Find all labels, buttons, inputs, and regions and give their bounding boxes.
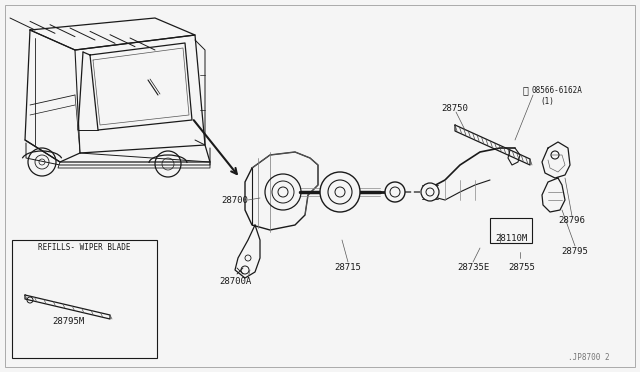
Bar [490,218,532,243]
Text: 28795M: 28795M [52,317,84,327]
Text: 28110M: 28110M [495,234,527,243]
Text: 28750: 28750 [442,103,468,112]
Bar [12,240,157,358]
Text: 28795: 28795 [561,247,588,257]
Text: 08566-6162A: 08566-6162A [532,86,583,94]
Text: 28796: 28796 [559,215,586,224]
Text: 28700A: 28700A [219,278,251,286]
Circle shape [320,172,360,212]
Text: (1): (1) [540,96,554,106]
Text: Ⓢ: Ⓢ [522,85,528,95]
Circle shape [421,183,439,201]
Circle shape [385,182,405,202]
Text: REFILLS- WIPER BLADE: REFILLS- WIPER BLADE [38,243,131,251]
Text: 28755: 28755 [509,263,536,273]
Text: 28735E: 28735E [457,263,489,273]
Text: .JP8700 2: .JP8700 2 [568,353,610,362]
Text: 28700: 28700 [221,196,248,205]
Text: 28715: 28715 [335,263,362,273]
